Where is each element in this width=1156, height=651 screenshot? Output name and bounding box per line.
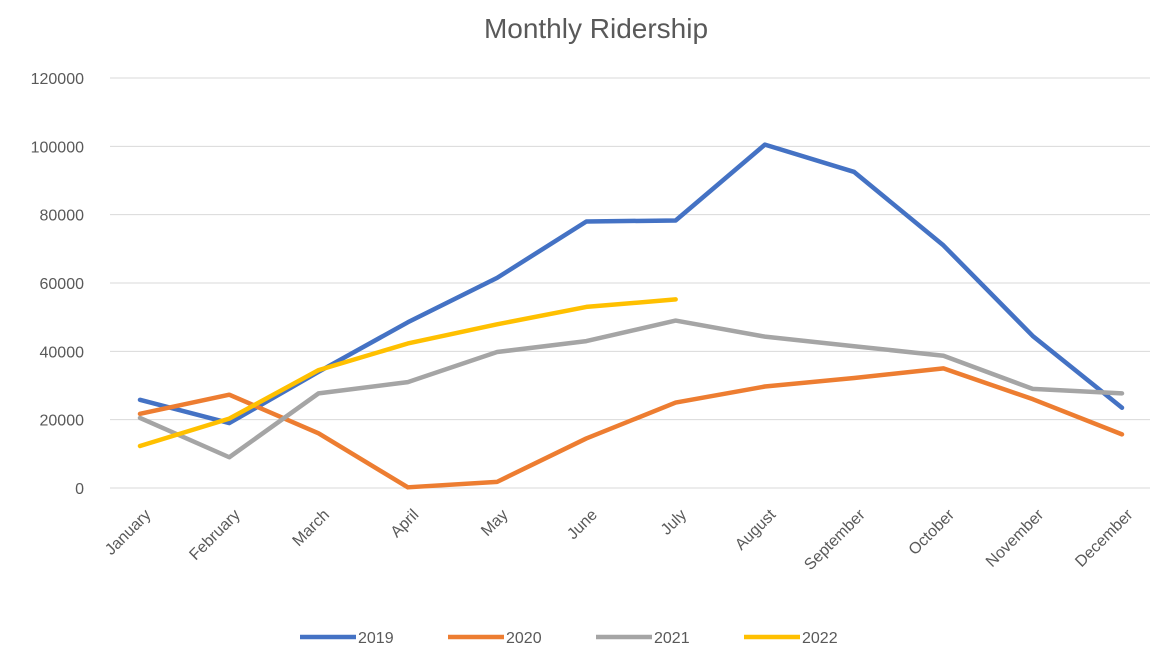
x-tick-label: November: [983, 506, 1048, 571]
x-tick-label: August: [732, 506, 780, 554]
x-tick-label: December: [1072, 506, 1137, 571]
x-tick-label: October: [906, 506, 959, 559]
legend-label: 2019: [358, 630, 394, 647]
x-tick-label: June: [564, 506, 601, 543]
y-tick-label: 60000: [40, 276, 85, 293]
legend-label: 2021: [654, 630, 690, 647]
x-tick-label: September: [801, 506, 869, 574]
x-tick-label: February: [186, 506, 243, 563]
y-tick-label: 40000: [40, 344, 85, 361]
y-tick-label: 80000: [40, 208, 85, 225]
line-series: [137, 366, 1125, 490]
y-tick-label: 120000: [31, 71, 84, 88]
x-tick-label: March: [290, 506, 333, 549]
x-tick-label: May: [478, 506, 511, 539]
legend-label: 2020: [506, 630, 542, 647]
y-tick-label: 100000: [31, 139, 84, 156]
line-series: [137, 318, 1125, 460]
x-tick-label: January: [102, 506, 154, 558]
legend-label: 2022: [802, 630, 838, 647]
x-tick-label: July: [658, 506, 690, 538]
y-tick-label: 0: [75, 481, 84, 498]
y-tick-label: 20000: [40, 413, 85, 430]
line-series: [137, 297, 678, 449]
x-tick-label: April: [388, 506, 423, 541]
chart-title: Monthly Ridership: [484, 13, 708, 44]
